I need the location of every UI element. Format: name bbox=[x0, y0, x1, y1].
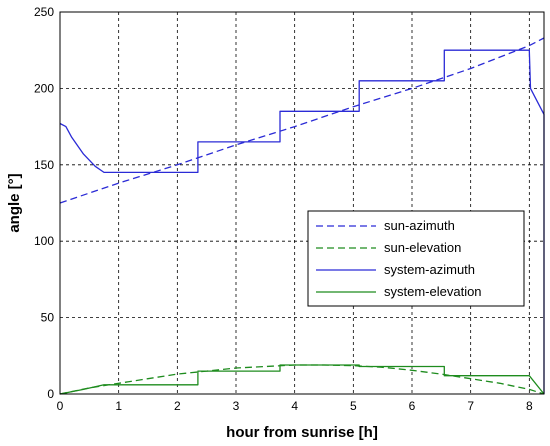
series-line-system-azimuth bbox=[59, 49, 545, 394]
y-tick-label: 150 bbox=[34, 158, 54, 172]
series-line-sun-elevation bbox=[59, 364, 545, 395]
y-tick-label: 0 bbox=[47, 387, 54, 401]
series-line-system-elevation bbox=[59, 364, 545, 395]
plot-area bbox=[60, 12, 544, 394]
legend-entry-system-elevation: system-elevation bbox=[384, 284, 482, 299]
legend: sun-azimuth sun-elevation system-azimuth sy… bbox=[307, 210, 525, 307]
y-tick-label: 100 bbox=[34, 234, 54, 248]
y-tick-label: 250 bbox=[34, 5, 54, 19]
y-tick-label: 50 bbox=[41, 311, 55, 325]
x-axis-label: hour from sunrise [h] bbox=[226, 424, 378, 441]
x-tick-label: 3 bbox=[233, 399, 240, 413]
x-tick-label: 6 bbox=[409, 399, 416, 413]
ticks: 0 1 2 3 4 5 6 7 8 0 50 100 150 200 250 bbox=[34, 5, 533, 413]
x-tick-label: 7 bbox=[467, 399, 474, 413]
legend-entry-sun-azimuth: sun-azimuth bbox=[384, 218, 455, 233]
x-tick-label: 4 bbox=[291, 399, 298, 413]
legend-entry-system-azimuth: system-azimuth bbox=[384, 262, 475, 277]
y-tick-label: 200 bbox=[34, 81, 54, 95]
x-tick-label: 0 bbox=[57, 399, 64, 413]
series-group bbox=[59, 37, 545, 395]
x-tick-label: 2 bbox=[174, 399, 181, 413]
x-tick-label: 1 bbox=[115, 399, 122, 413]
x-tick-label: 5 bbox=[350, 399, 357, 413]
series-line-sun-azimuth bbox=[59, 37, 545, 204]
legend-entry-sun-elevation: sun-elevation bbox=[384, 240, 461, 255]
legend-box bbox=[307, 210, 525, 307]
plot-frame bbox=[59, 11, 545, 395]
y-axis-label: angle [°] bbox=[6, 173, 23, 232]
x-tick-label: 8 bbox=[526, 399, 533, 413]
